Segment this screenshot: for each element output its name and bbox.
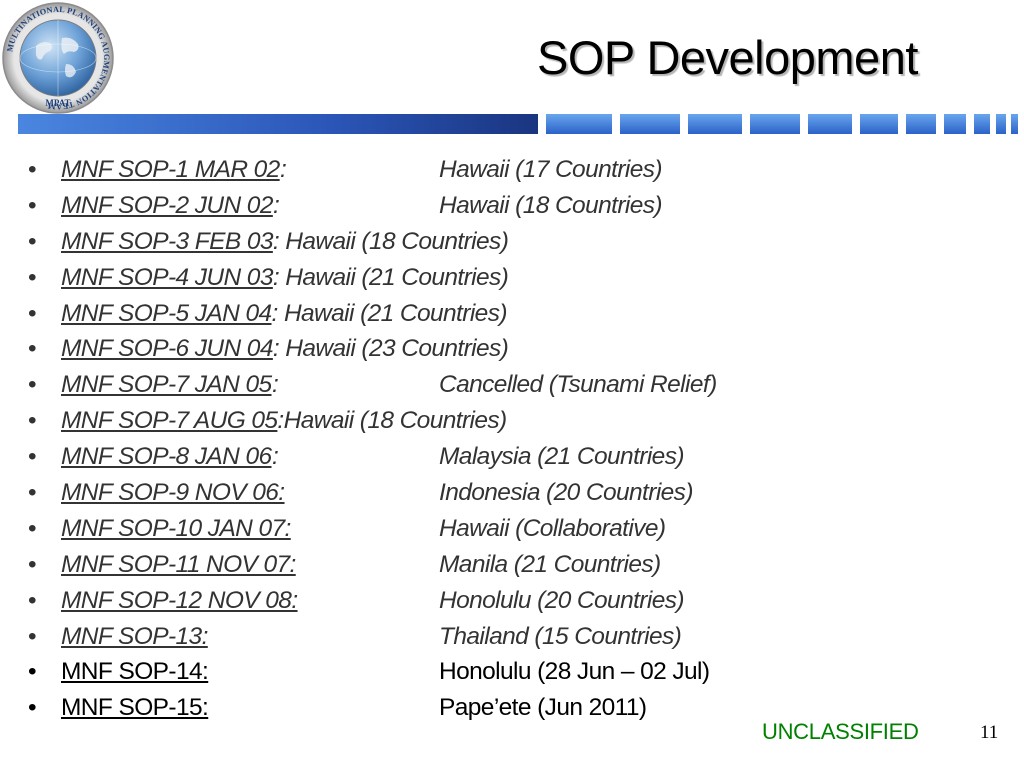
sop-location: Honolulu (28 Jun – 02 Jul): [439, 658, 710, 686]
bullet-icon: •: [28, 371, 37, 399]
sop-list: • MNF SOP-1 MAR 02: Hawaii (17 Countries) •…: [28, 152, 1008, 726]
list-item: • MNF SOP-4 JUN 03: Hawaii (21 Countries): [28, 260, 1008, 296]
sop-location: Hawaii (23 Countries): [285, 335, 509, 363]
sop-separator: :: [272, 371, 279, 399]
sop-separator: :: [271, 299, 284, 327]
bullet-icon: •: [28, 191, 37, 219]
classification-label: UNCLASSIFIED: [762, 719, 919, 744]
sop-separator: :: [280, 156, 287, 183]
sop-code-link[interactable]: MNF SOP-7 AUG 05: [61, 407, 278, 435]
sop-code-link[interactable]: MNF SOP-14:: [61, 658, 209, 686]
header-gradient-bar: [18, 114, 1018, 134]
sop-code-link[interactable]: MNF SOP-8 JAN 06: [61, 443, 272, 471]
sop-location: Hawaii (21 Countries): [285, 263, 509, 291]
sop-location: Thailand (15 Countries): [439, 622, 682, 650]
sop-location: Hawaii (18 Countries): [283, 407, 508, 435]
sop-location: Hawaii (18 Countries): [285, 227, 509, 255]
list-item: • MNF SOP-10 JAN 07: Hawaii (Collaborative…: [28, 511, 1008, 547]
sop-code-link[interactable]: MNF SOP-1 MAR 02: [61, 156, 280, 183]
list-item: • MNF SOP-8 JAN 06: Malaysia (21 Countries…: [28, 439, 1008, 475]
sop-code-link[interactable]: MNF SOP-9 NOV 06:: [61, 479, 285, 507]
bullet-icon: •: [28, 156, 37, 183]
list-item: • MNF SOP-15: Pape’ete (Jun 2011): [28, 690, 1008, 726]
bullet-icon: •: [28, 550, 37, 578]
list-item: • MNF SOP-7 JAN 05: Cancelled (Tsunami Rel…: [28, 367, 1008, 403]
bullet-icon: •: [28, 694, 37, 722]
list-item: • MNF SOP-2 JUN 02: Hawaii (18 Countries): [28, 188, 1008, 224]
sop-separator: :: [272, 263, 286, 291]
sop-code-link[interactable]: MNF SOP-6 JUN 04: [61, 335, 273, 363]
sop-separator: :: [272, 227, 286, 255]
bullet-icon: •: [28, 514, 37, 542]
bullet-icon: •: [28, 407, 37, 435]
sop-location: Hawaii (17 Countries): [439, 156, 663, 183]
sop-location: Hawaii (21 Countries): [283, 299, 508, 327]
sop-location: Hawaii (18 Countries): [439, 191, 663, 219]
bullet-icon: •: [28, 586, 37, 614]
sop-code-link[interactable]: MNF SOP-10 JAN 07:: [61, 514, 291, 542]
svg-text:MPAT: MPAT: [45, 98, 70, 108]
bullet-icon: •: [28, 335, 37, 363]
bullet-icon: •: [28, 263, 37, 291]
list-item: • MNF SOP-5 JAN 04: Hawaii (21 Countries): [28, 296, 1008, 332]
sop-location: Hawaii (Collaborative): [439, 514, 666, 542]
sop-code-link[interactable]: MNF SOP-2 JUN 02: [61, 191, 273, 219]
bullet-icon: •: [28, 443, 37, 471]
list-item: • MNF SOP-6 JUN 04: Hawaii (23 Countries): [28, 331, 1008, 367]
sop-location: Honolulu (20 Countries): [439, 586, 685, 614]
sop-location: Pape’ete (Jun 2011): [439, 694, 647, 722]
bullet-icon: •: [28, 299, 37, 327]
list-item: • MNF SOP-13: Thailand (15 Countries): [28, 619, 1008, 655]
bullet-icon: •: [28, 227, 37, 255]
sop-location: Indonesia (20 Countries): [439, 479, 694, 507]
sop-code-link[interactable]: MNF SOP-15:: [61, 694, 209, 722]
list-item: • MNF SOP-7 AUG 05:Hawaii (18 Countries): [28, 403, 1008, 439]
page-number: 11: [980, 722, 999, 743]
sop-separator: :: [272, 335, 286, 363]
sop-code-link[interactable]: MNF SOP-4 JUN 03: [61, 263, 273, 291]
sop-code-link[interactable]: MNF SOP-13:: [61, 622, 208, 650]
list-item: • MNF SOP-1 MAR 02: Hawaii (17 Countries): [28, 152, 1008, 188]
sop-separator: :: [272, 443, 279, 471]
sop-location: Cancelled (Tsunami Relief): [439, 371, 717, 399]
list-item: • MNF SOP-9 NOV 06: Indonesia (20 Countrie…: [28, 475, 1008, 511]
sop-separator: :: [273, 191, 280, 219]
sop-code-link[interactable]: MNF SOP-12 NOV 08:: [61, 586, 298, 614]
sop-location: Malaysia (21 Countries): [439, 443, 685, 471]
list-item: • MNF SOP-11 NOV 07: Manila (21 Countries): [28, 547, 1008, 583]
sop-code-link[interactable]: MNF SOP-11 NOV 07:: [61, 550, 296, 578]
sop-location: Manila (21 Countries): [439, 550, 661, 578]
bullet-icon: •: [28, 622, 37, 650]
sop-code-link[interactable]: MNF SOP-7 JAN 05: [61, 371, 272, 399]
list-item: • MNF SOP-12 NOV 08: Honolulu (20 Countrie…: [28, 583, 1008, 619]
slide-title: SOP Development: [537, 31, 918, 84]
mpat-logo: MULTINATIONAL PLANNING AUGMENTATION TEAM…: [2, 2, 114, 114]
sop-code-link[interactable]: MNF SOP-3 FEB 03: [61, 227, 273, 255]
bullet-icon: •: [28, 658, 37, 686]
list-item: • MNF SOP-3 FEB 03: Hawaii (18 Countries): [28, 224, 1008, 260]
sop-separator: :: [277, 407, 284, 435]
sop-code-link[interactable]: MNF SOP-5 JAN 04: [61, 299, 272, 327]
list-item: • MNF SOP-14: Honolulu (28 Jun – 02 Jul): [28, 654, 1008, 690]
bullet-icon: •: [28, 479, 37, 507]
